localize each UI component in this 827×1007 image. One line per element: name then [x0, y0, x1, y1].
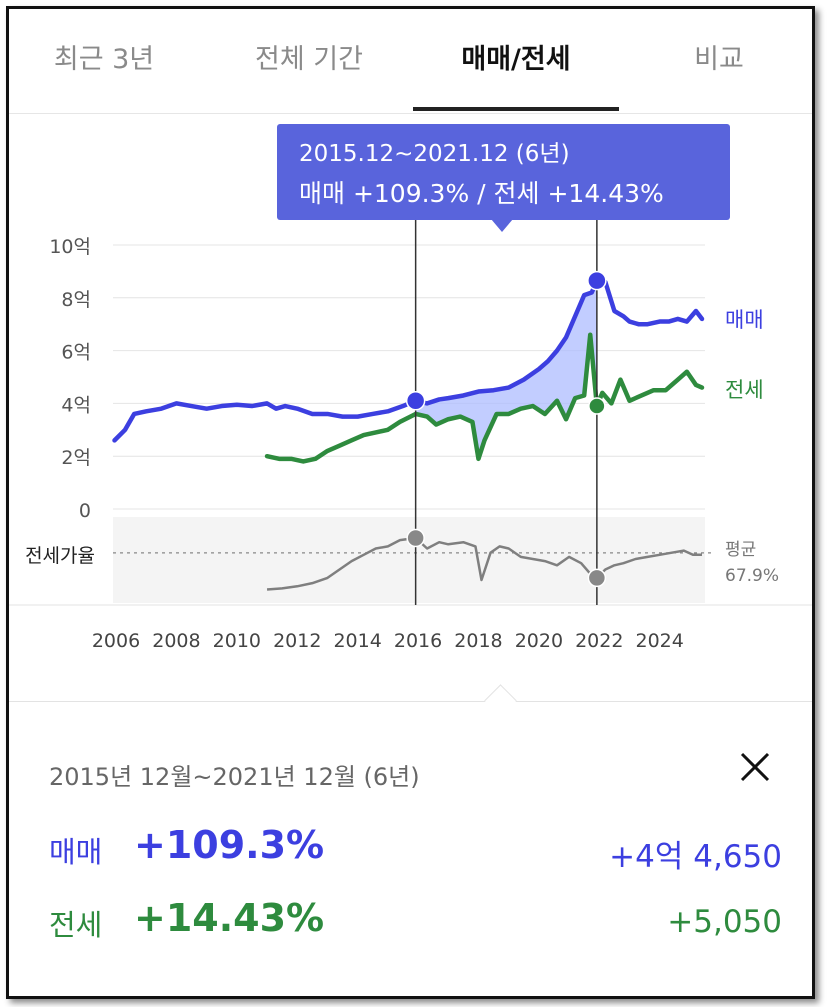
ratio-series-label: 전세가율 — [25, 545, 95, 567]
summary-sale-pct: +109.3% — [134, 823, 325, 867]
x-tick-label: 2008 — [152, 630, 200, 652]
jeonse-line — [264, 332, 705, 464]
summary-sale-label: 매매 — [49, 835, 103, 869]
y-tick-label: 0 — [79, 500, 91, 522]
y-axis-ticks: 10억 8억 6억 4억 2억 0 — [49, 236, 91, 522]
y-tick-label: 8억 — [61, 289, 91, 311]
x-axis-ticks: 2006 2008 2010 2012 2014 2016 2018 2020 2022 2024 — [92, 630, 684, 652]
y-tick-label: 4억 — [61, 394, 91, 416]
period-tabs: 최근 3년 전체 기간 매매/전세 비교 — [9, 9, 812, 114]
tab-compare[interactable]: 비교 — [694, 44, 744, 75]
x-tick-label: 2024 — [636, 630, 684, 652]
tooltip-period: 2015.12~2021.12 (6년) — [299, 141, 570, 167]
ratio-average-label: 평균 — [725, 540, 756, 560]
summary-jeonse-amount: +5,050 — [667, 904, 782, 940]
panel-divider — [9, 701, 812, 702]
tooltip-arrow — [491, 219, 513, 232]
grid-lines — [113, 244, 705, 510]
ratio-end-marker — [587, 568, 607, 588]
close-button[interactable] — [737, 749, 773, 785]
ratio-panel-bg — [113, 517, 705, 603]
x-tick-label: 2016 — [394, 630, 442, 652]
panel-notch — [484, 684, 517, 717]
close-icon — [740, 752, 770, 782]
jeonse-series-label: 전세 — [725, 378, 764, 402]
y-tick-label: 10억 — [49, 236, 91, 258]
tooltip-change: 매매 +109.3% / 전세 +14.43% — [299, 179, 664, 208]
x-tick-label: 2022 — [575, 630, 623, 652]
x-tick-label: 2006 — [92, 630, 140, 652]
x-tick-label: 2020 — [515, 630, 563, 652]
active-tab-indicator — [413, 107, 619, 111]
ratio-start-marker — [406, 528, 425, 548]
summary-jeonse-label: 전세 — [49, 908, 103, 942]
selection-area — [415, 280, 597, 457]
tab-recent-3y[interactable]: 최근 3년 — [53, 44, 155, 75]
sale-start-marker — [405, 391, 426, 411]
sale-line — [112, 278, 705, 443]
ratio-panel-background — [9, 517, 812, 606]
summary-sale-amount: +4억 4,650 — [609, 839, 782, 875]
tab-full-period[interactable]: 전체 기간 — [255, 44, 363, 75]
x-tick-label: 2014 — [333, 630, 381, 652]
ratio-line — [113, 536, 711, 591]
selection-markers — [405, 213, 607, 605]
sale-end-marker — [587, 270, 607, 291]
x-tick-label: 2010 — [213, 630, 261, 652]
ratio-average-value: 67.9% — [725, 566, 779, 586]
selection-tooltip: 2015.12~2021.12 (6년) 매매 +109.3% / 전세 +14… — [277, 124, 730, 220]
jeonse-end-marker — [588, 397, 606, 415]
y-tick-label: 2억 — [61, 447, 91, 469]
x-tick-label: 2012 — [273, 630, 321, 652]
chart-card: 최근 3년 전체 기간 매매/전세 비교 10억 8억 6억 4억 2억 0 2006 20… — [6, 6, 815, 999]
tab-sale-jeonse[interactable]: 매매/전세 — [461, 44, 571, 75]
ratio-series-line — [266, 536, 702, 591]
sale-series-label: 매매 — [725, 308, 764, 332]
price-chart[interactable]: 10억 8억 6억 4억 2억 0 2006 2008 2010 2012 2014 2016 201… — [9, 9, 812, 689]
summary-jeonse-pct: +14.43% — [134, 896, 325, 940]
selection-fill — [415, 280, 597, 457]
x-tick-label: 2018 — [454, 630, 502, 652]
y-tick-label: 6억 — [61, 342, 91, 364]
series-lines — [112, 278, 705, 464]
summary-period: 2015년 12월~2021년 12월 (6년) — [49, 763, 420, 791]
